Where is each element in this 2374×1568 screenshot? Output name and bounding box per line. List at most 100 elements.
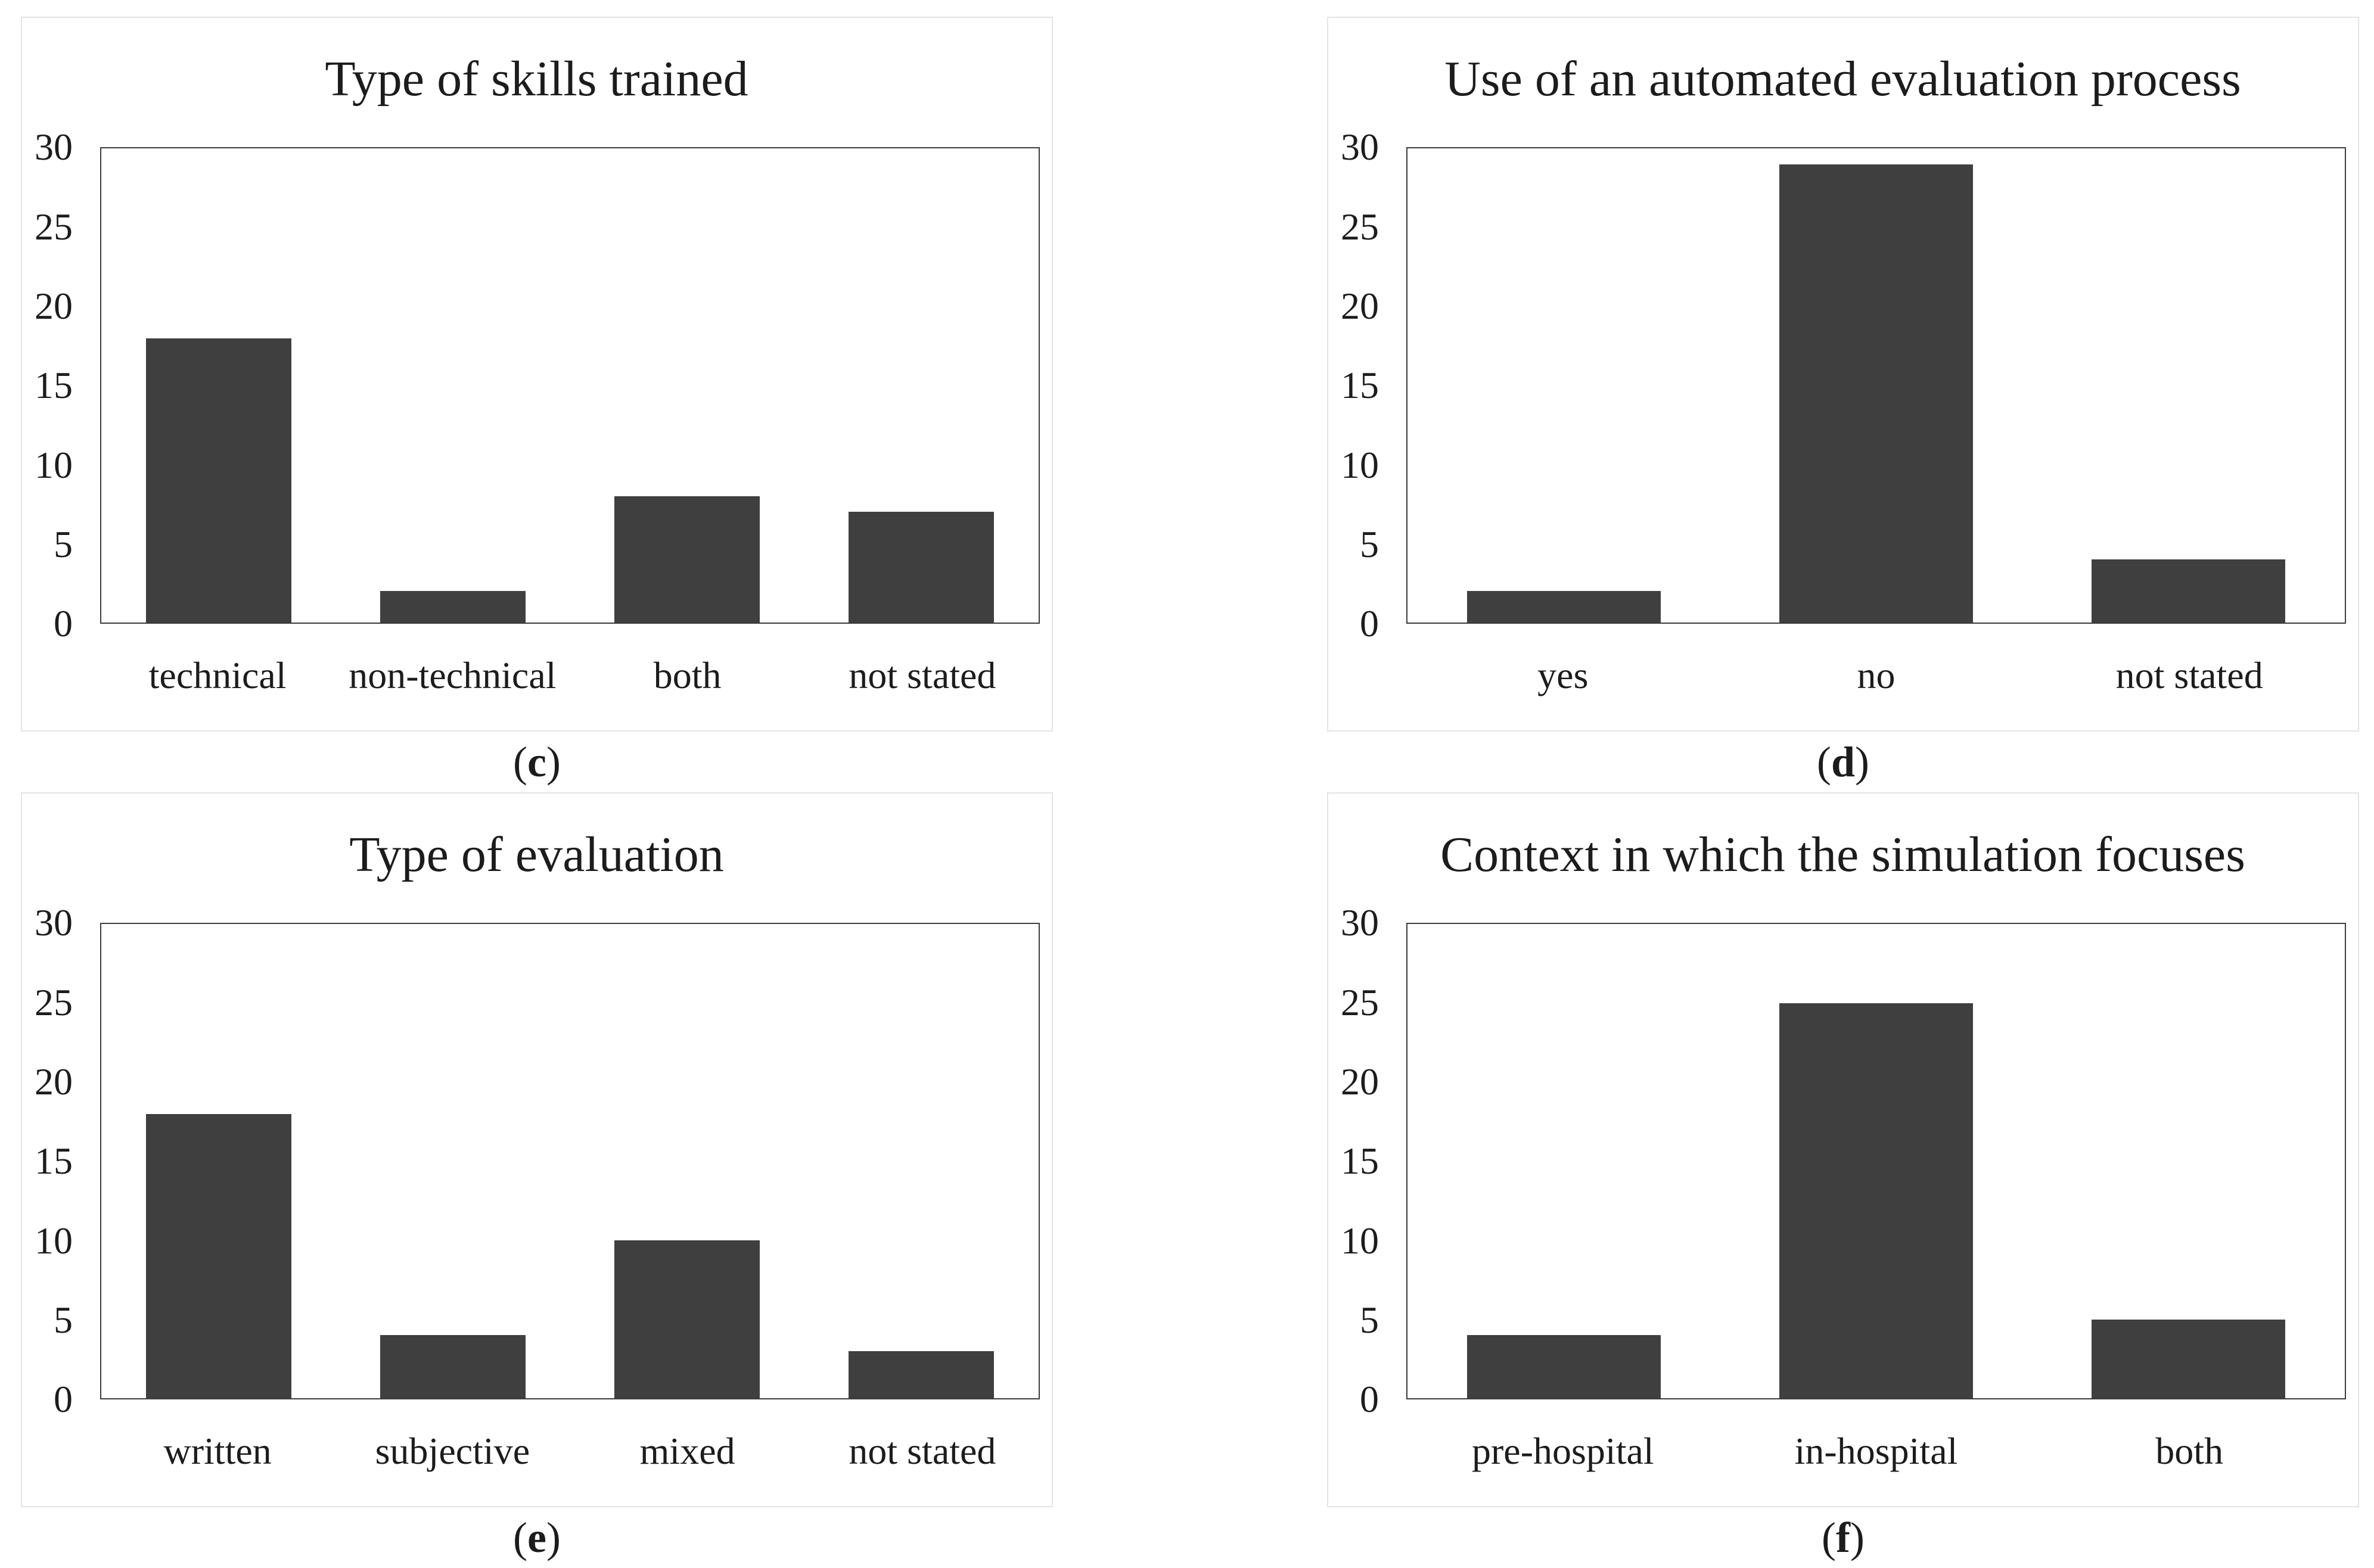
y-axis-tick-label: 25 <box>1341 981 1379 1023</box>
x-axis-category-label: subjective <box>375 1430 530 1473</box>
x-axis-category-label: non-technical <box>349 654 557 697</box>
x-axis-category-label: pre-hospital <box>1471 1430 1654 1473</box>
bar <box>1466 591 1661 623</box>
y-axis: 0 5 10 15 20 25 30 <box>33 904 100 1418</box>
y-axis-tick-label: 25 <box>1341 205 1379 248</box>
plot-area <box>1406 147 2346 624</box>
x-axis-category-label: not stated <box>2115 654 2263 697</box>
chart-area: 0 5 10 15 20 25 30 technical non-technical both n… <box>33 128 1040 696</box>
bar <box>2092 559 2286 623</box>
chart-title: Context in which the simulation focuses <box>1440 827 2245 882</box>
y-axis-tick-label: 20 <box>1341 284 1379 327</box>
plot-area <box>100 923 1040 1400</box>
bar <box>849 512 995 623</box>
bar <box>1779 1003 1974 1399</box>
panel-caption-c: (c) <box>21 732 1053 792</box>
plot-area <box>100 147 1040 624</box>
x-axis-category-label: technical <box>148 654 287 697</box>
bar-slot <box>1407 924 1720 1399</box>
bar-slot <box>570 924 804 1399</box>
x-axis-category-label: in-hospital <box>1794 1430 1958 1473</box>
bar-slot <box>1720 924 2032 1399</box>
panel-caption-f: (f) <box>1327 1507 2359 1568</box>
y-axis: 0 5 10 15 20 25 30 <box>1340 128 1406 643</box>
bar <box>614 1240 760 1399</box>
x-axis: technical non-technical both not stated <box>100 654 1040 697</box>
y-axis-tick-label: 15 <box>1341 364 1379 407</box>
y-axis-tick-label: 5 <box>54 1298 73 1341</box>
y-axis-tick-label: 30 <box>35 126 73 169</box>
x-axis-category-label: not stated <box>849 1430 996 1473</box>
bar-slot <box>335 924 570 1399</box>
plot-column: pre-hospital in-hospital both <box>1406 923 2346 1472</box>
y-axis-tick-label: 30 <box>1341 126 1379 169</box>
x-axis: yes no not stated <box>1406 654 2346 697</box>
y-axis-tick-label: 0 <box>1360 602 1379 645</box>
chart-area: 0 5 10 15 20 25 30 yes no not stated <box>1340 128 2346 696</box>
y-axis: 0 5 10 15 20 25 30 <box>1340 904 1406 1418</box>
x-axis-category-label: no <box>1857 654 1896 697</box>
caption-paren: ( <box>1816 738 1831 786</box>
y-axis-tick-label: 20 <box>35 284 73 327</box>
y-axis-tick-label: 15 <box>35 1140 73 1183</box>
x-axis: pre-hospital in-hospital both <box>1406 1430 2346 1472</box>
caption-paren: ) <box>1850 1513 1865 1561</box>
x-axis: written subjective mixed not stated <box>100 1430 1040 1472</box>
caption-letter: d <box>1831 738 1856 786</box>
y-axis-tick-label: 10 <box>35 443 73 486</box>
y-axis-tick-label: 5 <box>1360 522 1379 565</box>
chart-title: Type of evaluation <box>349 827 724 882</box>
caption-paren: ( <box>513 1513 528 1561</box>
panel-caption-e: (e) <box>21 1507 1053 1568</box>
caption-letter: c <box>527 738 546 786</box>
figure-cell-e: Type of evaluation 0 5 10 15 20 25 30 written s… <box>21 792 1053 1568</box>
y-axis-tick-label: 25 <box>35 205 73 248</box>
bar <box>380 1335 526 1399</box>
bar <box>145 338 291 623</box>
chart-panel-simulation-context: Context in which the simulation focuses … <box>1327 792 2359 1507</box>
y-axis-tick-label: 10 <box>1341 1219 1379 1262</box>
plot-column: yes no not stated <box>1406 147 2346 696</box>
y-axis-tick-label: 5 <box>1360 1298 1379 1341</box>
y-axis-tick-label: 20 <box>35 1060 73 1103</box>
plot-column: written subjective mixed not stated <box>100 923 1040 1472</box>
y-axis-tick-label: 10 <box>1341 443 1379 486</box>
bar <box>1779 164 1974 623</box>
chart-area: 0 5 10 15 20 25 30 pre-hospital in-hospital both <box>1340 904 2346 1472</box>
bar <box>145 1113 291 1399</box>
y-axis-tick-label: 0 <box>54 602 73 645</box>
bar-slot <box>2033 924 2345 1399</box>
bar <box>2092 1319 2286 1399</box>
bar-slot <box>804 924 1039 1399</box>
chart-panel-type-of-evaluation: Type of evaluation 0 5 10 15 20 25 30 written s… <box>21 792 1053 1507</box>
figure-cell-c: Type of skills trained 0 5 10 15 20 25 30 tech… <box>21 17 1053 792</box>
bar-slot <box>2033 148 2345 623</box>
bar-slot <box>1720 148 2032 623</box>
y-axis-tick-label: 0 <box>54 1378 73 1421</box>
bar-slot <box>570 148 804 623</box>
plot-column: technical non-technical both not stated <box>100 147 1040 696</box>
bar-slot <box>101 148 335 623</box>
caption-paren: ) <box>1855 738 1869 786</box>
chart-area: 0 5 10 15 20 25 30 written subjective mixed not s… <box>33 904 1040 1472</box>
bar-slot <box>101 924 335 1399</box>
bar-slot <box>804 148 1039 623</box>
panel-caption-d: (d) <box>1327 732 2359 792</box>
plot-area <box>1406 923 2346 1400</box>
x-axis-category-label: both <box>653 654 722 697</box>
caption-paren: ( <box>1822 1513 1836 1561</box>
y-axis-tick-label: 30 <box>1341 901 1379 944</box>
bar <box>380 591 526 623</box>
caption-paren: ) <box>546 738 561 786</box>
chart-panel-skills-trained: Type of skills trained 0 5 10 15 20 25 30 tech… <box>21 17 1053 732</box>
chart-title: Type of skills trained <box>325 51 748 107</box>
caption-paren: ( <box>513 738 528 786</box>
caption-letter: f <box>1836 1513 1850 1561</box>
bar <box>614 496 760 623</box>
y-axis-tick-label: 20 <box>1341 1060 1379 1103</box>
y-axis-tick-label: 25 <box>35 981 73 1023</box>
x-axis-category-label: yes <box>1537 654 1589 697</box>
y-axis: 0 5 10 15 20 25 30 <box>33 128 100 643</box>
y-axis-tick-label: 15 <box>1341 1140 1379 1183</box>
